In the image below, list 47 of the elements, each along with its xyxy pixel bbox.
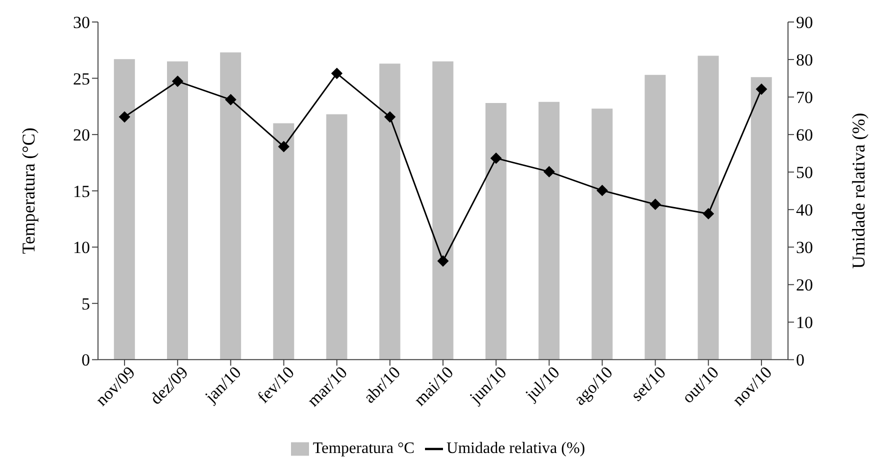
y-tick-label: 10 (73, 238, 90, 258)
point (225, 94, 236, 106)
bar (538, 102, 560, 360)
y-tick-label: 5 (82, 294, 90, 314)
y2-tick-label: 70 (796, 88, 813, 108)
bar (114, 59, 135, 360)
y-tick-label: 15 (73, 182, 90, 201)
point (544, 166, 555, 178)
y-tick-label: 25 (73, 69, 90, 88)
point (384, 111, 396, 122)
bar (698, 56, 719, 360)
point (172, 76, 184, 87)
bar (220, 52, 242, 360)
point (119, 111, 130, 122)
bar (273, 123, 294, 360)
y2-tick-label: 30 (796, 238, 813, 258)
bar (592, 108, 613, 360)
point (331, 68, 342, 79)
point (278, 141, 290, 152)
y2-tick-label: 90 (796, 13, 813, 32)
bar (379, 64, 400, 360)
point (438, 255, 448, 266)
point (490, 152, 502, 164)
point (650, 198, 661, 210)
legend-label: Umidade relativa (%) (446, 440, 586, 457)
y2-tick-label: 40 (796, 200, 813, 220)
point (756, 84, 767, 95)
y2-axis-title: Umidade relativa (%) (848, 112, 868, 269)
y2-tick-label: 10 (796, 313, 813, 332)
y2-tick-label: 60 (796, 126, 813, 145)
y2-tick-label: 20 (796, 276, 813, 295)
point (596, 184, 608, 196)
y2-tick-label: 0 (796, 350, 804, 370)
y-axis-title: Temperatura (°C) (18, 128, 38, 254)
y2-tick-label: 80 (796, 50, 813, 70)
bar (750, 77, 772, 360)
point (702, 208, 714, 220)
bar (485, 103, 506, 360)
bar (432, 61, 454, 360)
legend-label: Temperatura °C (312, 440, 415, 457)
bar (644, 74, 666, 360)
bar (326, 114, 348, 360)
y-tick-label: 0 (82, 350, 90, 370)
y2-tick-label: 50 (796, 163, 813, 182)
y-tick-label: 30 (73, 13, 90, 32)
y-tick-label: 20 (73, 126, 90, 145)
bar (167, 61, 188, 360)
